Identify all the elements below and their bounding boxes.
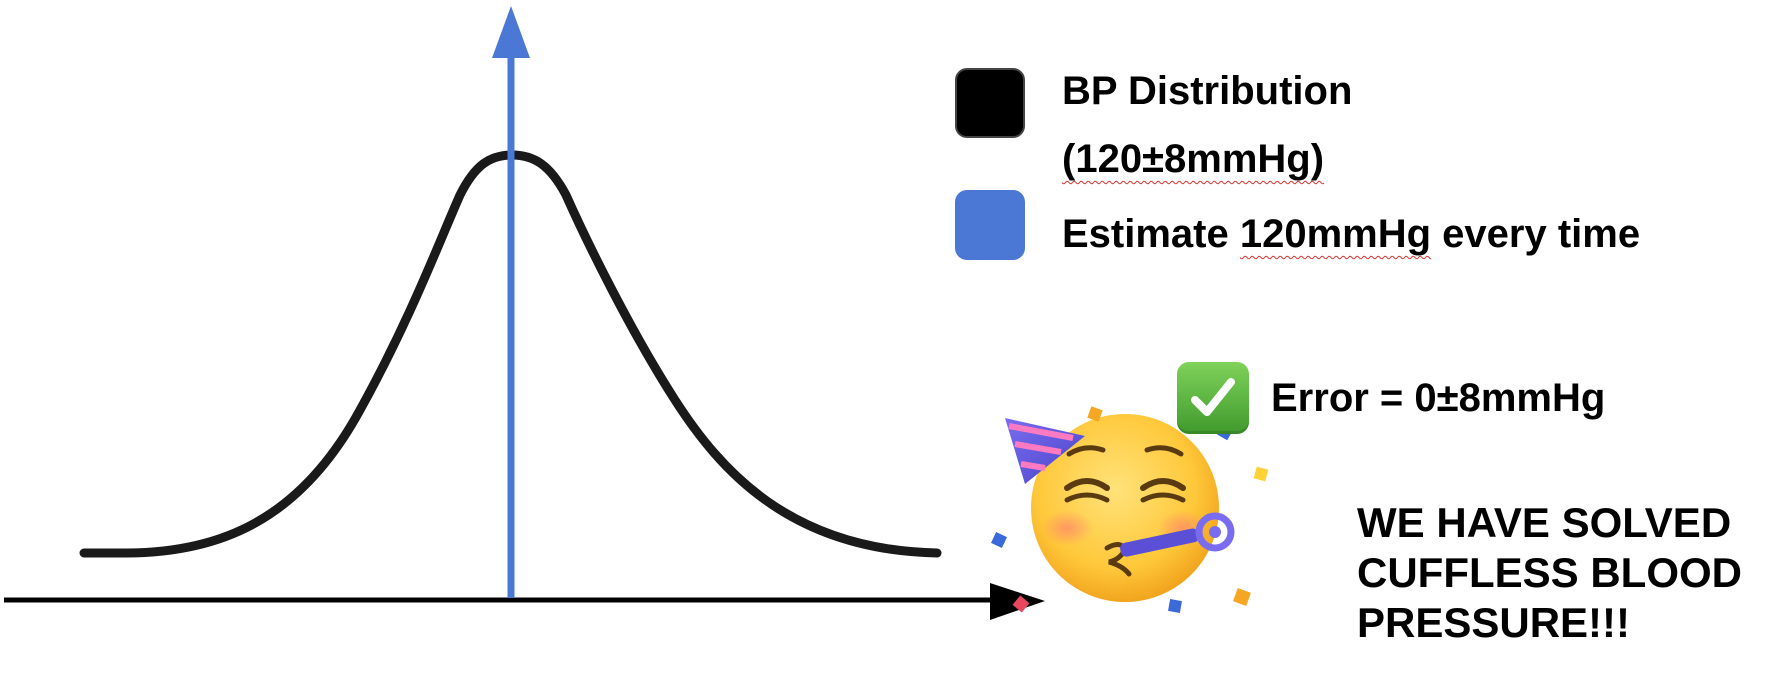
celebration-line-1: WE HAVE SOLVED [1357,499,1732,546]
error-result-text: Error = 0±8mmHg [1271,375,1606,420]
estimate-arrow [492,6,530,598]
celebration-message: WE HAVE SOLVED CUFFLESS BLOOD PRESSURE!!… [1357,498,1742,648]
legend-label-estimate-value: 120mmHg [1239,212,1432,256]
legend-swatch-blue [955,190,1025,260]
error-result: Error = 0±8mmHg [1177,362,1605,434]
check-mark-button-icon [1177,362,1249,434]
legend-swatch-black [955,68,1025,138]
legend-label-line2: (120±8mmHg) [1062,125,1352,193]
estimate-arrow-head [492,6,530,58]
partying-face-icon [991,406,1269,613]
x-axis [4,583,1045,620]
legend-label-estimate: Estimate 120mmHg every time [1062,200,1640,268]
celebration-line-3: PRESSURE!!! [1357,599,1631,646]
celebration-line-2: CUFFLESS BLOOD [1357,549,1742,596]
legend-label-line1: BP Distribution [1062,69,1353,113]
legend-label-estimate-prefix: Estimate [1062,212,1240,256]
legend-label-bp-distribution: BP Distribution (120±8mmHg) [1062,57,1352,193]
legend-label-estimate-suffix: every time [1431,212,1641,256]
legend-label-line2-text: (120±8mmHg) [1062,137,1325,181]
